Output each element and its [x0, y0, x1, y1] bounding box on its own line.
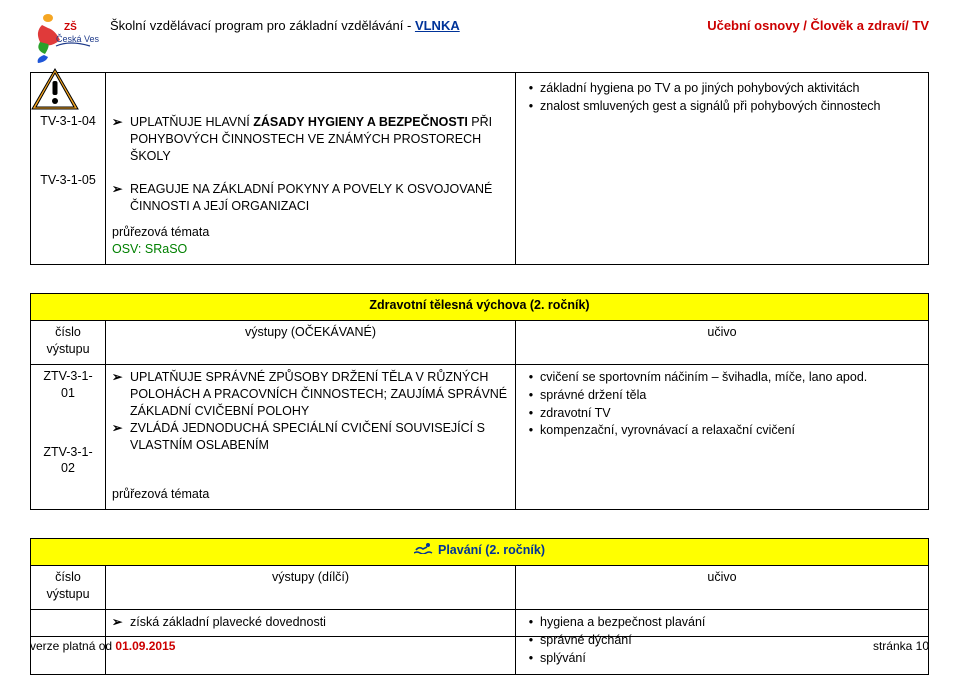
col-head-outcomes: výstupy (dílčí)	[106, 566, 516, 610]
table-block-2: Zdravotní tělesná výchova (2. ročník) čí…	[30, 293, 929, 510]
section-heading: Plavání (2. ročník)	[438, 543, 545, 557]
doc-title-left: Školní vzdělávací program pro základní v…	[110, 18, 460, 33]
row-code: TV-3-1-05	[37, 172, 99, 189]
school-logo: ZŠ Česká Ves	[30, 10, 100, 65]
svg-text:Česká Ves: Česká Ves	[56, 34, 100, 44]
footer-date: 01.09.2015	[115, 639, 175, 653]
footer-page: stránka 10	[873, 639, 929, 653]
warning-icon	[30, 67, 80, 112]
curriculum-item: •základní hygiena po TV a po jiných pohy…	[522, 80, 922, 97]
section-heading: Zdravotní tělesná výchova (2. ročník)	[31, 294, 929, 321]
table-block-3: Plavání (2. ročník) číslo výstupu výstup…	[30, 538, 929, 675]
outcome-item: ➢ ZVLÁDÁ JEDNODUCHÁ SPECIÁLNÍ CVIČENÍ SO…	[112, 420, 509, 454]
logo-column: ZŠ Česká Ves	[30, 10, 110, 112]
col-head-outcomes: výstupy (OČEKÁVANÉ)	[106, 321, 516, 365]
curriculum-item: •zdravotní TV	[522, 405, 922, 422]
outcome-item: ➢ UPLATŇUJE HLAVNÍ ZÁSADY HYGIENY A BEZP…	[112, 114, 509, 165]
footer-left: verze platná od 01.09.2015	[30, 639, 175, 653]
curriculum-item: •správné držení těla	[522, 387, 922, 404]
outcome-text: získá základní plavecké dovednosti	[130, 614, 326, 631]
row-code: ZTV-3-1-02	[37, 444, 99, 478]
arrow-marker: ➢	[112, 181, 130, 198]
curriculum-item: •cvičení se sportovním náčiním – švihadl…	[522, 369, 922, 386]
cross-topics-label: průřezová témata	[112, 224, 509, 241]
curriculum-item: •znalost smluvených gest a signálů při p…	[522, 98, 922, 115]
outcome-text: ZVLÁDÁ JEDNODUCHÁ SPECIÁLNÍ CVIČENÍ SOUV…	[130, 420, 509, 454]
row-code: ZTV-3-1-01	[37, 368, 99, 402]
outcome-item: ➢ REAGUJE NA ZÁKLADNÍ POKYNY A POVELY K …	[112, 181, 509, 215]
row-code: TV-3-1-04	[37, 113, 99, 130]
col-head-curriculum: učivo	[516, 566, 929, 610]
doc-title-prefix: Školní vzdělávací program pro základní v…	[110, 18, 415, 33]
outcome-item: ➢ UPLATŇUJE SPRÁVNÉ ZPŮSOBY DRŽENÍ TĚLA …	[112, 369, 509, 420]
curriculum-item: •hygiena a bezpečnost plavání	[522, 614, 922, 631]
col-head-code: číslo výstupu	[31, 566, 106, 610]
cross-topics-label: průřezová témata	[112, 486, 509, 503]
page-footer: verze platná od 01.09.2015 stránka 10	[30, 636, 929, 653]
col-head-curriculum: učivo	[516, 321, 929, 365]
swimmer-icon	[414, 542, 434, 559]
arrow-marker: ➢	[112, 114, 130, 131]
outcome-item: ➢ získá základní plavecké dovednosti	[112, 614, 509, 631]
outcome-text: UPLATŇUJE HLAVNÍ ZÁSADY HYGIENY A BEZPEČ…	[130, 114, 509, 165]
doc-title-link[interactable]: VLNKA	[415, 18, 460, 33]
doc-title-right: Učební osnovy / Člověk a zdraví/ TV	[707, 18, 929, 33]
cross-topics-value: OSV: SRaSO	[112, 241, 509, 258]
svg-text:ZŠ: ZŠ	[64, 20, 77, 33]
col-head-code: číslo výstupu	[31, 321, 106, 365]
curriculum-item: •kompenzační, vyrovnávací a relaxační cv…	[522, 422, 922, 439]
outcome-text: UPLATŇUJE SPRÁVNÉ ZPŮSOBY DRŽENÍ TĚLA V …	[130, 369, 509, 420]
outcome-text: REAGUJE NA ZÁKLADNÍ POKYNY A POVELY K OS…	[130, 181, 509, 215]
table-block-1: TV-3-1-04 TV-3-1-05 ➢ UPLATŇUJE HLAVNÍ Z…	[30, 72, 929, 265]
